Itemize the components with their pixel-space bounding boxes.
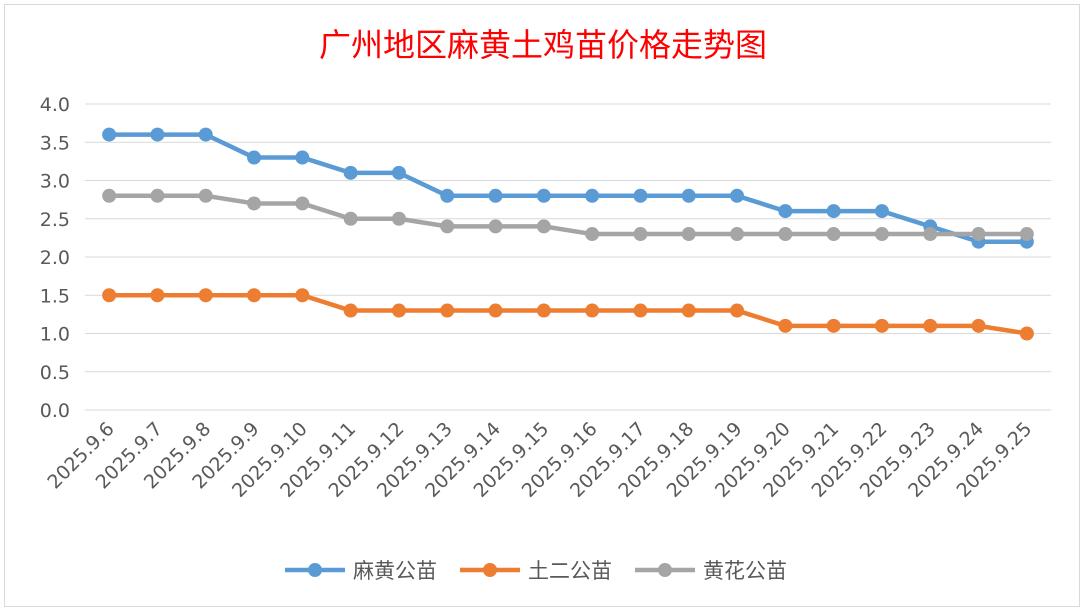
data-point (585, 227, 600, 242)
y-tick-label: 4.0 (40, 94, 70, 116)
data-point (295, 288, 310, 303)
series-1 (102, 127, 1034, 249)
data-point (826, 204, 841, 219)
data-point (585, 188, 600, 203)
data-point (681, 188, 696, 203)
legend-item: 麻黄公苗 (285, 559, 437, 583)
data-point (536, 188, 551, 203)
y-tick-label: 3.0 (40, 171, 70, 193)
data-point (488, 188, 503, 203)
data-point (971, 227, 986, 242)
series-3 (102, 188, 1034, 242)
data-point (343, 211, 358, 226)
data-point (730, 188, 745, 203)
data-point (633, 188, 648, 203)
y-tick-label: 3.5 (40, 132, 70, 154)
data-point (391, 211, 406, 226)
data-point (295, 196, 310, 211)
data-point (198, 288, 213, 303)
data-point (923, 227, 938, 242)
y-tick-label: 0.5 (40, 362, 70, 384)
legend-label: 土二公苗 (528, 559, 612, 583)
data-point (440, 219, 455, 234)
series-2 (102, 288, 1034, 341)
data-point (488, 303, 503, 318)
data-point (440, 303, 455, 318)
data-point (633, 227, 648, 242)
y-tick-label: 1.0 (40, 324, 70, 346)
chart-title: 广州地区麻黄土鸡苗价格走势图 (319, 26, 767, 64)
data-point (874, 318, 889, 333)
data-point (343, 303, 358, 318)
data-point (391, 303, 406, 318)
data-point (440, 188, 455, 203)
data-point (102, 188, 117, 203)
data-point (971, 318, 986, 333)
legend-label: 麻黄公苗 (353, 559, 437, 583)
data-point (730, 303, 745, 318)
data-point (633, 303, 648, 318)
legend-swatch-marker (308, 563, 322, 577)
data-point (1019, 227, 1034, 242)
data-point (730, 227, 745, 242)
legend: 麻黄公苗 土二公苗 黄花公苗 (285, 559, 787, 583)
data-point (923, 318, 938, 333)
data-point (778, 318, 793, 333)
data-point (102, 288, 117, 303)
data-point (826, 318, 841, 333)
data-point (778, 227, 793, 242)
data-point (247, 150, 262, 165)
legend-item: 黄花公苗 (635, 559, 787, 583)
gridlines (85, 103, 1051, 411)
data-point (150, 127, 165, 142)
legend-swatch-marker (658, 563, 672, 577)
series-line (109, 193, 1027, 237)
data-point (681, 227, 696, 242)
legend-item: 土二公苗 (460, 559, 612, 583)
series-line (109, 132, 1027, 244)
x-axis-tick-labels: 2025.9.62025.9.72025.9.82025.9.92025.9.1… (43, 418, 1036, 502)
data-point (150, 188, 165, 203)
y-tick-label: 0.0 (40, 400, 70, 422)
data-point (247, 196, 262, 211)
data-point (488, 219, 503, 234)
data-point (198, 127, 213, 142)
line-chart: 广州地区麻黄土鸡苗价格走势图 0.0 0.5 1.0 1.5 2.0 2.5 3.0 3.5 4… (40, 26, 1051, 583)
data-point (778, 204, 793, 219)
y-tick-label: 2.0 (40, 247, 70, 269)
data-point (343, 165, 358, 180)
data-point (1019, 326, 1034, 341)
data-point (247, 288, 262, 303)
data-point (536, 303, 551, 318)
data-point (585, 303, 600, 318)
legend-swatch-marker (483, 563, 497, 577)
data-point (874, 204, 889, 219)
data-point (536, 219, 551, 234)
data-point (826, 227, 841, 242)
chart-frame: 广州地区麻黄土鸡苗价格走势图 0.0 0.5 1.0 1.5 2.0 2.5 3.0 3.5 4… (4, 4, 1080, 607)
data-point (391, 165, 406, 180)
y-tick-label: 1.5 (40, 285, 70, 307)
series-layer (102, 127, 1034, 341)
data-point (295, 150, 310, 165)
data-point (102, 127, 117, 142)
legend-label: 黄花公苗 (703, 559, 787, 583)
data-point (874, 227, 889, 242)
data-point (150, 288, 165, 303)
y-axis-tick-labels: 0.0 0.5 1.0 1.5 2.0 2.5 3.0 3.5 4.0 (40, 94, 70, 422)
y-tick-label: 2.5 (40, 209, 70, 231)
series-line (109, 293, 1028, 336)
data-point (198, 188, 213, 203)
data-point (681, 303, 696, 318)
